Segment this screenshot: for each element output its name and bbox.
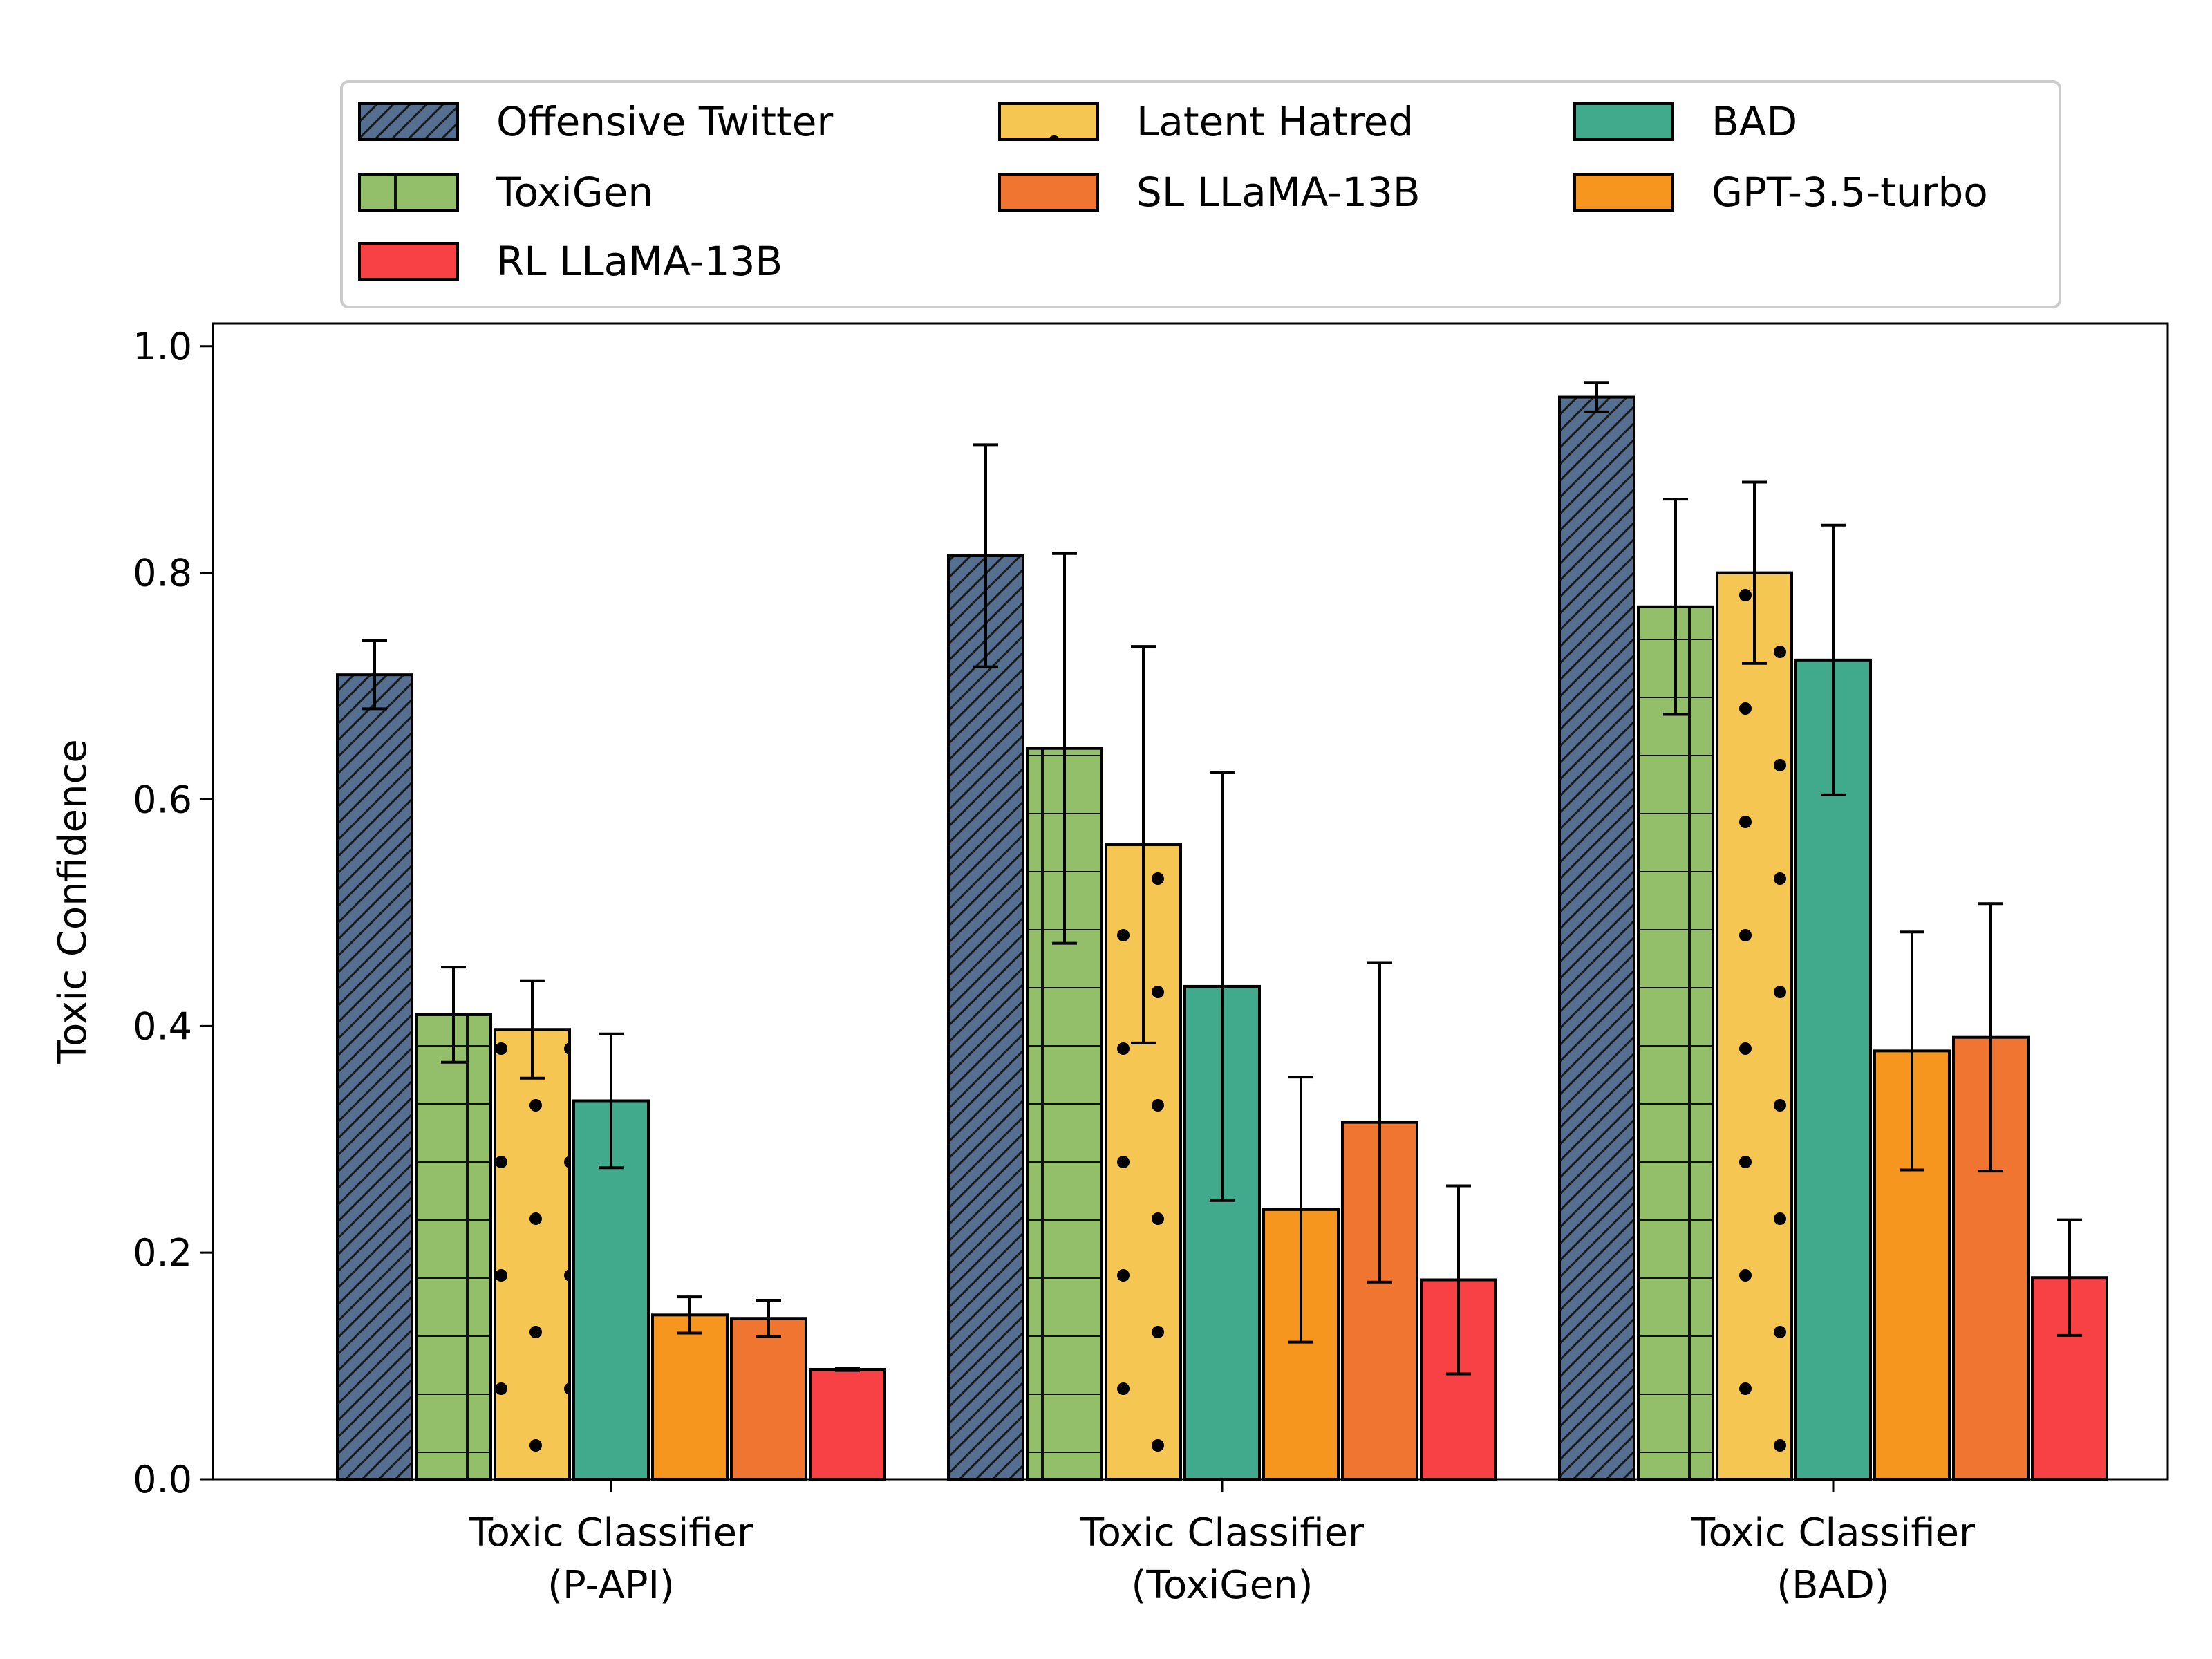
bar-sl-llama-13b-1 [730, 1317, 807, 1481]
x-tick-label: (P-API) [547, 1563, 675, 1608]
error-bar-rl-llama-13b-2 [1446, 1184, 1471, 1376]
y-tick-label: 0.2 [133, 1231, 192, 1275]
error-bar-bad-2 [1210, 771, 1235, 1202]
y-tick-label: 1.0 [133, 325, 192, 368]
y-axis-label: Toxic Confidence [50, 739, 95, 1064]
legend-label: Offensive Twitter [496, 98, 833, 145]
bar-toxigen-1 [415, 1013, 492, 1481]
error-bar-bad-3 [1821, 523, 1846, 796]
x-tick-label: (BAD) [1777, 1563, 1890, 1608]
legend-item-toxigen: ToxiGen [358, 169, 653, 216]
bar-gpt-3-5-turbo-1 [651, 1313, 729, 1481]
bar-rl-llama-13b-1 [809, 1367, 886, 1481]
error-bar-gpt-3-5-turbo-2 [1288, 1076, 1313, 1344]
x-tick-label: Toxic Classifier [469, 1510, 753, 1555]
legend-item-bad: BAD [1573, 98, 1797, 145]
error-bar-latent-hatred-2 [1131, 645, 1156, 1044]
legend-item-latent-hatred: Latent Hatred [998, 98, 1414, 145]
legend: Offensive Twitter Latent Hatred BAD ToxiGen… [340, 80, 2061, 308]
legend-swatch [358, 173, 459, 212]
legend-label: SL LLaMA-13B [1136, 169, 1421, 216]
error-bar-latent-hatred-1 [520, 979, 545, 1080]
legend-swatch [998, 173, 1099, 212]
legend-label: BAD [1712, 98, 1797, 145]
error-bar-offensive-twitter-2 [973, 443, 998, 668]
error-bar-latent-hatred-3 [1742, 480, 1767, 665]
legend-swatch [998, 102, 1099, 141]
error-bar-toxigen-1 [441, 966, 466, 1064]
x-axis: Toxic Classifier (P-API) Toxic Classifier (… [469, 1479, 1976, 1608]
legend-item-rl-llama-13b: RL LLaMA-13B [358, 238, 782, 285]
x-tick-label: Toxic Classifier [1691, 1510, 1976, 1555]
bar-latent-hatred-1 [494, 1028, 571, 1481]
error-bar-bad-1 [599, 1032, 624, 1170]
y-tick-label: 0.0 [133, 1458, 192, 1501]
legend-item-offensive-twitter: Offensive Twitter [358, 98, 833, 145]
error-bar-sl-llama-13b-2 [1367, 961, 1392, 1284]
legend-label: RL LLaMA-13B [496, 238, 782, 285]
y-tick-label: 0.4 [133, 1004, 192, 1048]
bar-latent-hatred-2 [1105, 843, 1182, 1481]
error-bar-rl-llama-13b-1 [835, 1367, 860, 1372]
bar-latent-hatred-3 [1716, 571, 1793, 1481]
legend-swatch [1573, 102, 1674, 141]
error-bar-rl-llama-13b-3 [2057, 1218, 2082, 1337]
legend-label: Latent Hatred [1136, 98, 1414, 145]
error-bar-toxigen-3 [1663, 498, 1688, 716]
legend-item-sl-llama-13b: SL LLaMA-13B [998, 169, 1421, 216]
error-bar-toxigen-2 [1052, 552, 1077, 945]
legend-label: ToxiGen [496, 169, 653, 216]
legend-swatch [358, 242, 459, 281]
legend-swatch [358, 102, 459, 141]
error-bar-gpt-3-5-turbo-3 [1900, 930, 1924, 1172]
error-bar-offensive-twitter-3 [1584, 381, 1609, 413]
x-tick-label: (ToxiGen) [1132, 1563, 1313, 1608]
legend-item-gpt-3-5-turbo: GPT-3.5-turbo [1573, 169, 1988, 216]
legend-label: GPT-3.5-turbo [1712, 169, 1988, 216]
legend-swatch [1573, 173, 1674, 212]
x-tick-label: Toxic Classifier [1080, 1510, 1365, 1555]
bar-offensive-twitter-2 [947, 554, 1024, 1481]
y-tick-label: 0.6 [133, 778, 192, 821]
y-tick-label: 0.8 [133, 552, 192, 595]
error-bar-gpt-3-5-turbo-1 [677, 1295, 702, 1335]
bar-offensive-twitter-1 [336, 673, 413, 1481]
error-bars-group [362, 381, 2082, 1376]
bar-toxigen-3 [1637, 605, 1714, 1481]
error-bar-sl-llama-13b-3 [1978, 902, 2003, 1173]
error-bar-sl-llama-13b-1 [756, 1299, 781, 1338]
bar-offensive-twitter-3 [1558, 395, 1635, 1481]
error-bar-offensive-twitter-1 [362, 639, 387, 711]
y-axis: 0.0 0.2 0.4 0.6 0.8 1.0 [133, 325, 213, 1501]
